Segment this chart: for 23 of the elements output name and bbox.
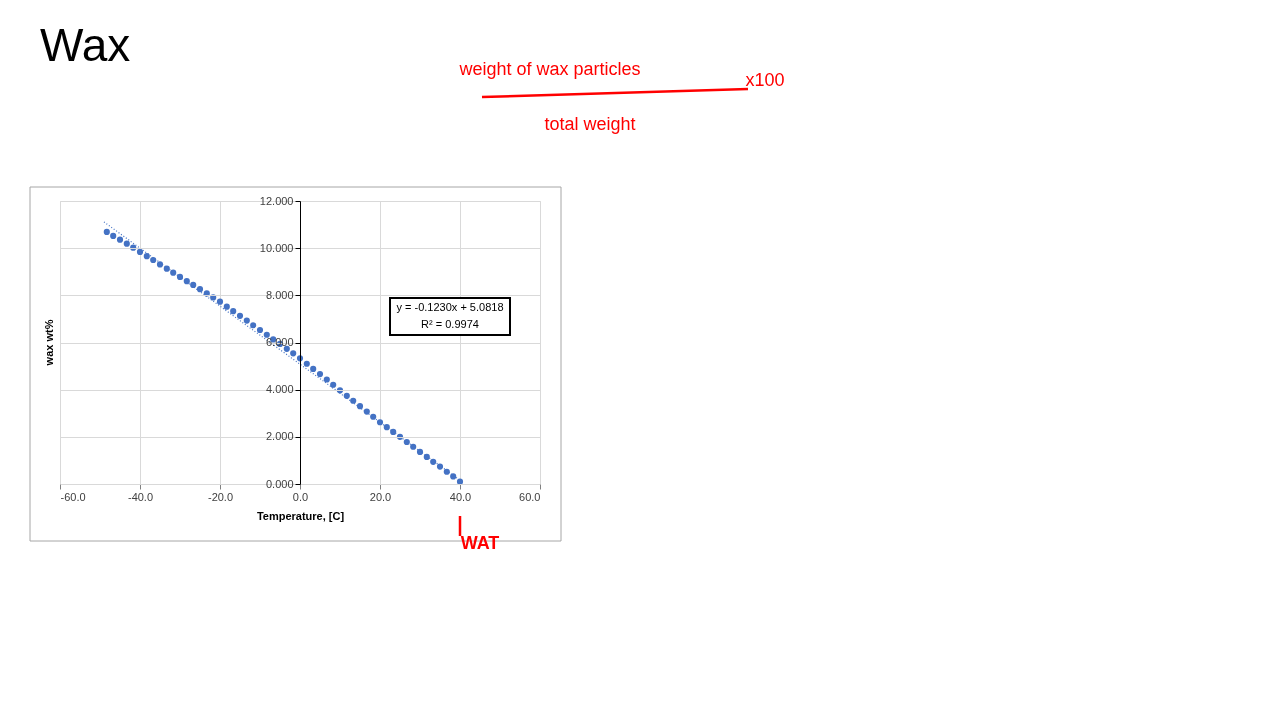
y-tick-label: 10.000 [259,241,294,254]
annotation: y = -0.1230x + 5.0818 [396,301,504,313]
y-tick-label: 12.000 [259,194,294,207]
annotation: R² = 0.9974 [421,318,479,330]
x-tick-label: -60.0 [60,490,86,503]
y-tick-label: 0.000 [265,477,294,490]
y-tick-label: 6.000 [265,336,294,348]
annotation: WAT [460,533,500,553]
x-tick-label: 0.0 [292,490,309,503]
text: weight of wax particles [458,59,641,79]
x-tick-label: 40.0 [449,490,472,503]
y-tick-label: 4.000 [265,383,294,396]
y-tick-label: 8.000 [265,288,294,301]
text: total weight [544,114,636,134]
x-tick-label: -20.0 [207,490,234,503]
x-tick-label: -40.0 [127,490,154,503]
y-tick-label: 2.000 [265,430,294,443]
x-axis-title: Temperature, [C] [256,509,345,522]
text: x100 [745,70,785,90]
y-axis-title: wax wt% [43,319,55,367]
x-tick-label: 20.0 [369,490,392,503]
chart-title: Wax [40,19,131,71]
x-tick-label: 60.0 [519,490,541,503]
